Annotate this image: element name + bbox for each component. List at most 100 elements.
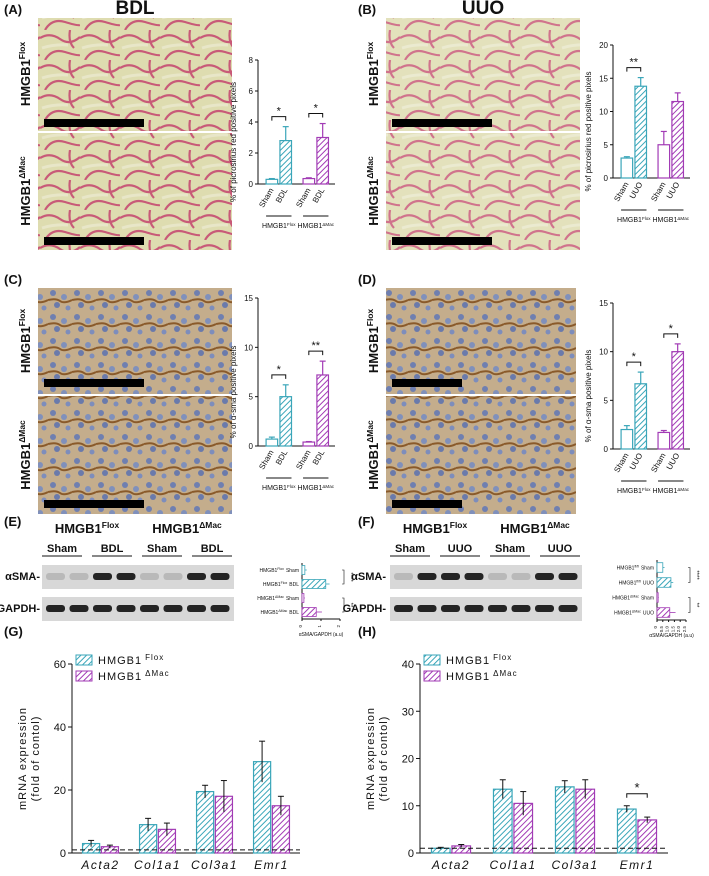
blot-band: [69, 605, 89, 612]
y-tick-label: 20: [402, 754, 414, 766]
genotype-base: HMGB1: [652, 217, 677, 224]
genotype-sup: ΔMac: [17, 156, 27, 179]
panel-label: (G): [4, 624, 23, 639]
panel-label: (E): [4, 514, 21, 529]
blot-band: [558, 573, 578, 580]
significance-label: **: [630, 57, 639, 69]
genotype-sup: Flox: [642, 216, 651, 221]
significance-bracket: [308, 350, 324, 356]
lane-label: Sham: [47, 543, 77, 555]
category-label: HMGB1Flox Sham: [260, 567, 299, 574]
x-tick-label: BDL: [311, 448, 327, 466]
lane-label: BDL: [101, 543, 124, 555]
genotype-sup: ΔMac: [365, 156, 375, 179]
genotype-label: HMGB1ΔMac: [365, 420, 381, 490]
category-label: HMGB1ΔMac BDL: [261, 609, 300, 616]
y-tick-label: 0: [604, 174, 609, 183]
blot-band: [488, 605, 507, 612]
category-group: Sham: [641, 566, 654, 572]
bar: [302, 177, 316, 185]
genotype-label: HMGB1Flox: [403, 520, 468, 536]
x-tick-label: 1.0: [665, 626, 670, 633]
x-tick-label: Sham: [612, 180, 630, 203]
bar: [492, 788, 513, 854]
significance-label: *: [277, 364, 282, 376]
y-tick-label: 20: [599, 41, 608, 50]
y-tick-label: 60: [54, 659, 66, 671]
significance-bracket: [688, 567, 691, 583]
x-tick-label: 1: [317, 625, 322, 628]
significance-bracket: [663, 333, 679, 338]
group-label: HMGB1Flox: [617, 487, 651, 496]
genotype-sup: ΔMac: [322, 484, 334, 489]
y-axis-label: % of picrosirius red positive pixels: [584, 71, 593, 191]
x-tick-label: Col3a1: [551, 858, 598, 872]
genotype-base: HMGB1: [262, 485, 287, 492]
significance-label: *: [632, 351, 637, 363]
x-tick-label: BDL: [311, 186, 327, 204]
blot-band: [163, 573, 183, 580]
category-base: HMGB1: [263, 582, 281, 588]
category-group: Sham: [641, 596, 654, 602]
bar: [634, 85, 648, 179]
x-tick-label: UUO: [628, 181, 645, 201]
blot-band: [488, 573, 507, 580]
bar: [554, 786, 575, 854]
bar: [657, 144, 671, 179]
legend-sup: ΔMac: [145, 669, 169, 678]
panel-label: (B): [358, 2, 376, 17]
genotype-base: HMGB1: [262, 223, 287, 230]
bar: [301, 593, 305, 603]
blot-band: [69, 573, 89, 580]
genotype-base: HMGB1: [55, 521, 102, 536]
blot-band: [511, 573, 531, 580]
blot-band: [394, 605, 413, 612]
scale-bar: [392, 500, 462, 508]
legend-name: HMGB1: [98, 671, 142, 683]
bar: [279, 396, 293, 447]
bar: [656, 592, 659, 603]
x-tick-label: Sham: [649, 451, 667, 474]
genotype-base: HMGB1: [403, 521, 450, 536]
category-label: HMGB1ΔMac Sham: [257, 595, 299, 602]
legend-swatch: [75, 654, 93, 666]
blot-band: [441, 573, 460, 580]
blot-band: [511, 605, 531, 612]
genotype-sup: ΔMac: [322, 222, 334, 227]
genotype-label: HMGB1ΔMac: [500, 520, 570, 536]
x-tick-label: 2.5: [682, 626, 687, 633]
blot-band: [464, 605, 484, 612]
genotype-label: HMGB1Flox: [365, 309, 381, 374]
genotype-sup: ΔMac: [199, 520, 222, 530]
genotype-label: HMGB1ΔMac: [17, 420, 33, 490]
legend-label: HMGB1 ΔMac: [446, 669, 518, 684]
significance-bracket: [342, 569, 345, 585]
row-label: αSMA-: [351, 571, 386, 583]
blot-band: [116, 573, 136, 580]
significance-label: ****: [693, 570, 699, 580]
bar: [656, 562, 664, 573]
blot-band: [535, 605, 554, 612]
genotype-base: HMGB1: [18, 443, 33, 490]
y-tick-label: 4: [249, 118, 254, 127]
category-base: HMGB1: [619, 581, 637, 587]
blot-band: [116, 605, 136, 612]
y-tick-label: 15: [599, 299, 608, 308]
category-sup: ΔMac: [632, 610, 641, 614]
panel-label: (A): [4, 2, 22, 17]
y-tick-label: 8: [249, 56, 254, 65]
significance-bracket: [626, 67, 642, 72]
y-axis-label: mRNA expression: [365, 707, 377, 810]
blot-band: [210, 573, 230, 580]
genotype-sup: ΔMac: [547, 520, 570, 530]
micrograph: [386, 18, 580, 131]
x-tick-label: 0: [653, 626, 658, 629]
y-tick-label: 0: [249, 442, 254, 451]
lane-label: Sham: [495, 543, 525, 555]
bar: [620, 428, 634, 450]
genotype-sup: ΔMac: [677, 216, 689, 221]
genotype-sup: ΔMac: [17, 420, 27, 443]
legend-swatch: [423, 670, 441, 682]
legend-name: HMGB1: [446, 671, 490, 683]
